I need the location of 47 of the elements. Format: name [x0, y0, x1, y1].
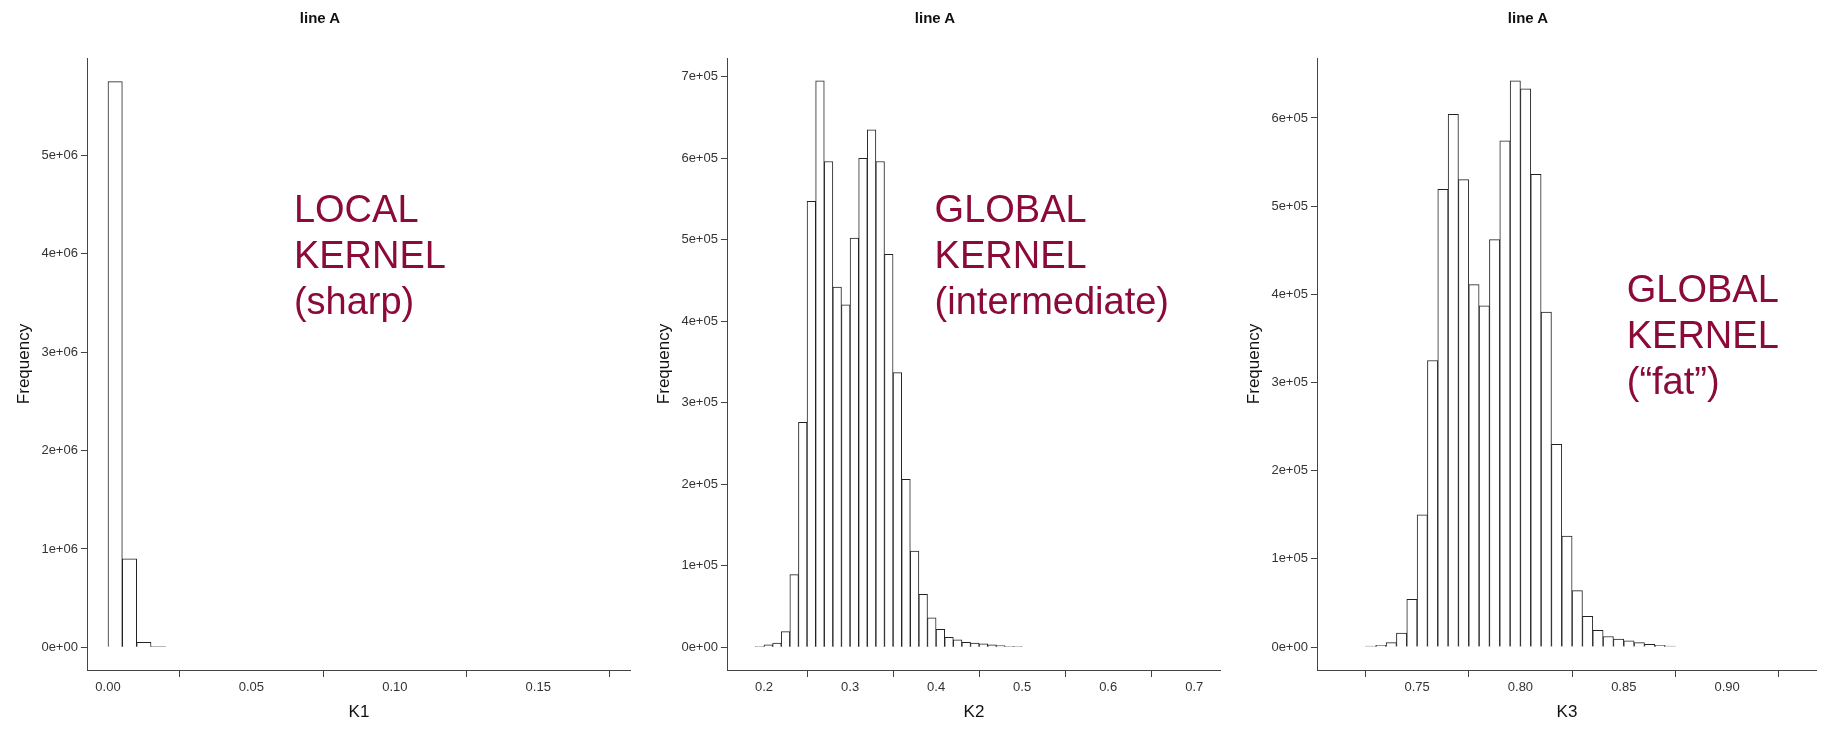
- x-tick-label: 0.15: [525, 679, 551, 695]
- y-tick-label: 3e+06: [41, 343, 78, 359]
- y-tick-label: 4e+06: [41, 245, 78, 261]
- x-tick-label: 0.10: [382, 679, 408, 695]
- y-tick-label: 3e+05: [681, 394, 718, 410]
- y-tick-label: 0e+00: [41, 638, 78, 654]
- y-axis-title: Frequency: [1243, 323, 1263, 405]
- x-axis-title: K1: [348, 702, 370, 722]
- y-tick-label: 0e+00: [1271, 638, 1308, 654]
- x-tick-label: 0.75: [1404, 679, 1430, 695]
- y-tick-label: 1e+05: [681, 557, 718, 573]
- x-tick-label: 0.80: [1507, 679, 1534, 695]
- y-tick-label: 2e+05: [1271, 462, 1308, 478]
- y-tick-label: 6e+05: [681, 149, 718, 165]
- y-axis-title: Frequency: [13, 323, 33, 405]
- chart-title: line A: [299, 9, 341, 27]
- y-tick-label: 2e+06: [41, 442, 78, 458]
- y-tick-label: 5e+06: [41, 146, 78, 162]
- y-tick-label: 5e+05: [681, 231, 718, 247]
- y-tick-label: 2e+05: [681, 475, 718, 491]
- x-tick-label: 0.6: [1099, 679, 1118, 695]
- x-tick-label: 0.85: [1611, 679, 1637, 695]
- chart-title: line A: [1507, 9, 1549, 27]
- chart-title: line A: [914, 9, 956, 27]
- y-tick-label: 1e+05: [1271, 550, 1308, 566]
- y-tick-label: 4e+05: [681, 312, 718, 328]
- y-tick-label: 1e+06: [41, 540, 78, 556]
- y-tick-label: 5e+05: [1271, 197, 1308, 213]
- y-tick-label: 4e+05: [1271, 285, 1308, 301]
- y-axis-title: Frequency: [653, 323, 673, 405]
- x-tick-label: 0.4: [927, 679, 946, 695]
- x-tick-label: 0.7: [1185, 679, 1204, 695]
- x-tick-label: 0.5: [1013, 679, 1032, 695]
- annotation: GLOBAL KERNEL (intermediate): [934, 188, 1170, 323]
- annotation: LOCAL KERNEL (sharp): [293, 188, 446, 323]
- x-axis-title: K3: [1556, 702, 1578, 722]
- y-tick-label: 3e+05: [1271, 374, 1308, 390]
- x-tick-label: 0.90: [1714, 679, 1740, 695]
- y-tick-label: 6e+05: [1271, 109, 1308, 125]
- x-tick-label: 0.05: [238, 679, 265, 695]
- y-tick-label: 0e+00: [681, 638, 718, 654]
- x-tick-label: 0.3: [841, 679, 860, 695]
- x-tick-label: 0.2: [755, 679, 774, 695]
- y-tick-label: 7e+05: [681, 68, 718, 84]
- x-axis-title: K2: [963, 702, 985, 722]
- x-tick-label: 0.00: [95, 679, 121, 695]
- annotation: GLOBAL KERNEL (“fat”): [1626, 267, 1779, 402]
